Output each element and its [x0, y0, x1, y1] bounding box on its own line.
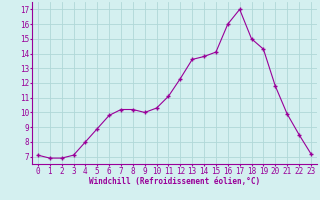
X-axis label: Windchill (Refroidissement éolien,°C): Windchill (Refroidissement éolien,°C) — [89, 177, 260, 186]
